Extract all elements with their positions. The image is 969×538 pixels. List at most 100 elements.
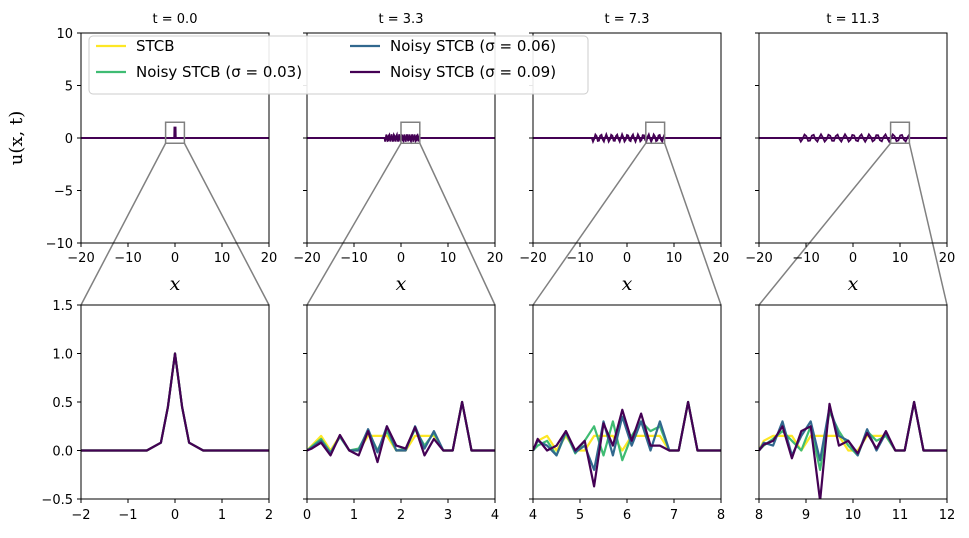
top-panel-2: t = 7.3 −20 −10 0 10 20	[519, 12, 729, 266]
x-tick-label: 2	[397, 508, 405, 523]
zoom-connector-left	[758, 142, 892, 306]
noise-trace	[383, 131, 421, 145]
y-tick-label: 1.5	[52, 299, 73, 314]
x-tick-label: −20	[293, 251, 320, 266]
legend-item-0: STCB	[96, 37, 175, 55]
noise-trace	[170, 126, 180, 139]
x-tick-label: 6	[623, 508, 631, 523]
x-tick-label: −10	[114, 251, 141, 266]
x-tick-label: 20	[713, 251, 730, 266]
x-tick-label: 1	[218, 508, 226, 523]
zoom-connector-left	[306, 142, 402, 306]
x-tick-label: 10	[214, 251, 231, 266]
x-tick-label: 10	[845, 508, 862, 523]
x-tick-label: 0	[849, 251, 857, 266]
x-tick-label: 12	[939, 508, 956, 523]
x-tick-label: 8	[717, 508, 725, 523]
top-panel-1: t = 3.3 −20 −10 0 10 20	[293, 12, 503, 266]
zoom-box	[645, 121, 666, 144]
y-tick-label: 0.5	[52, 396, 73, 411]
panel-title: t = 7.3	[605, 12, 650, 27]
x-tick-label: 0	[171, 251, 179, 266]
x-tick-label: 7	[670, 508, 678, 523]
x-tick-label: 5	[576, 508, 584, 523]
zoom-connectors	[80, 142, 948, 306]
legend-label: Noisy STCB (σ = 0.06)	[390, 37, 556, 55]
x-tick-label: 2	[265, 508, 273, 523]
x-tick-label: 4	[491, 508, 499, 523]
bottom-panel-0: −2 −1 0 1 2 −0.5 0.0 0.5 1.0 1.5	[41, 299, 273, 523]
legend-label: STCB	[136, 37, 175, 55]
legend-box	[88, 35, 589, 95]
series-line-3	[81, 352, 269, 452]
y-tick-label: 10	[56, 27, 73, 42]
x-tick-label: 3	[444, 508, 452, 523]
zoom-box	[889, 121, 911, 144]
zoom-connector-right	[908, 143, 948, 306]
x-tick-label: 0	[623, 251, 631, 266]
bottom-panel-1: 0 1 2 3 4	[303, 304, 499, 523]
x-tick-label: 0	[303, 508, 311, 523]
zoom-box	[400, 121, 421, 144]
zoom-connector-right	[183, 142, 270, 306]
legend-label: Noisy STCB (σ = 0.09)	[390, 63, 556, 81]
zoom-connector-right	[419, 142, 496, 306]
noise-trace	[590, 131, 666, 145]
x-tick-label: 20	[939, 251, 956, 266]
x-tick-label: −1	[118, 508, 137, 523]
panel-title: t = 3.3	[379, 12, 424, 27]
legend-item-3: Noisy STCB (σ = 0.09)	[350, 63, 556, 81]
zoom-connector-left	[532, 142, 647, 306]
x-tick-label: −10	[792, 251, 819, 266]
x-tick-label: −20	[745, 251, 772, 266]
legend-item-1: Noisy STCB (σ = 0.03)	[96, 63, 302, 81]
y-tick-label: −5	[54, 185, 73, 200]
y-tick-label: 5	[65, 80, 73, 95]
x-axis-label: x	[170, 273, 181, 295]
x-tick-label: 9	[802, 508, 810, 523]
panel-title: t = 0.0	[153, 12, 198, 27]
x-tick-label: 4	[529, 508, 537, 523]
y-tick-label: −10	[46, 237, 73, 252]
y-axis-label: u(x, t)	[6, 111, 27, 165]
x-tick-label: −2	[71, 508, 90, 523]
x-axis-label: x	[622, 273, 633, 295]
panel-title: t = 11.3	[826, 12, 879, 27]
top-panel-3: t = 11.3 −20 −10 0 10 20	[745, 12, 955, 266]
x-tick-label: 20	[487, 251, 504, 266]
y-tick-label: 0	[65, 132, 73, 147]
legend-item-2: Noisy STCB (σ = 0.06)	[350, 37, 556, 55]
y-tick-label: 0.0	[52, 445, 73, 460]
x-tick-label: 10	[666, 251, 683, 266]
x-tick-label: 8	[755, 508, 763, 523]
x-tick-label: −20	[67, 251, 94, 266]
bottom-panel-3: 8 9 10 11 12	[755, 304, 956, 523]
series-line-3	[533, 400, 721, 488]
legend: STCB Noisy STCB (σ = 0.03) Noisy STCB (σ =…	[88, 35, 589, 95]
x-tick-label: −20	[519, 251, 546, 266]
legend-label: Noisy STCB (σ = 0.03)	[136, 63, 302, 81]
x-axis-label: x	[396, 273, 407, 295]
x-tick-label: 20	[261, 251, 278, 266]
zoom-connector-left	[80, 142, 167, 306]
series-line-3	[307, 400, 495, 464]
y-tick-label: 1.0	[52, 348, 73, 363]
series-line-3	[759, 400, 947, 499]
x-tick-label: 1	[350, 508, 358, 523]
x-tick-label: −10	[340, 251, 367, 266]
zoom-box	[164, 121, 186, 144]
axis-labels: x x x x u(x, t)	[6, 111, 859, 295]
x-tick-label: 0	[171, 508, 179, 523]
y-tick-label: −0.5	[41, 493, 73, 508]
x-tick-label: −10	[566, 251, 593, 266]
x-tick-label: 0	[397, 251, 405, 266]
x-tick-label: 11	[892, 508, 909, 523]
bottom-panel-2: 4 5 6 7 8	[529, 304, 725, 523]
zoom-connector-right	[663, 143, 722, 306]
x-tick-label: 10	[892, 251, 909, 266]
x-axis-label: x	[848, 273, 859, 295]
x-tick-label: 10	[440, 251, 457, 266]
